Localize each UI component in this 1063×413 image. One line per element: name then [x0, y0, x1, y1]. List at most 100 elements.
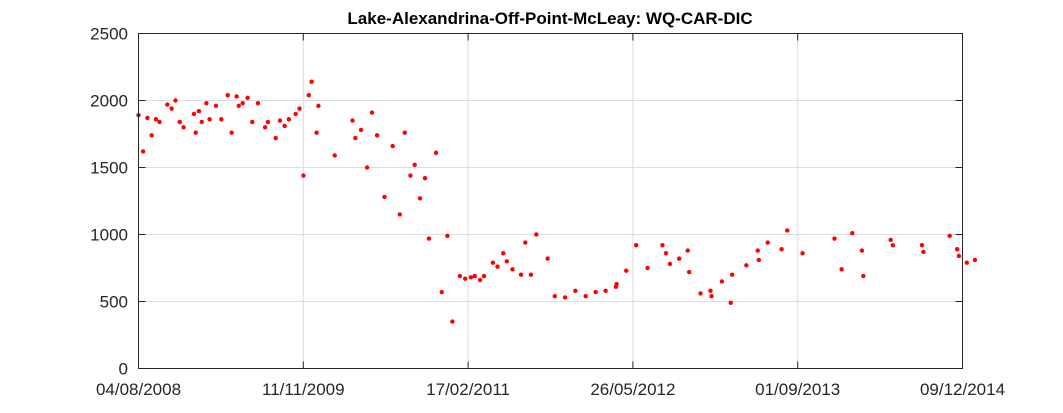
data-point: [552, 293, 557, 299]
data-point: [293, 111, 298, 117]
y-tick-label: 0: [119, 360, 128, 379]
data-point: [369, 110, 375, 115]
x-tick-label: 04/08/2008: [96, 380, 181, 399]
data-point: [744, 263, 749, 268]
grid: [138, 33, 963, 369]
data-point: [316, 103, 321, 109]
data-point: [583, 293, 588, 299]
data-point: [800, 251, 805, 256]
data-point: [859, 248, 865, 253]
data-point: [277, 118, 283, 123]
data-point: [207, 117, 212, 122]
data-point: [364, 165, 370, 170]
y-tick-label: 500: [100, 293, 128, 312]
data-point: [282, 123, 287, 129]
x-tick-label: 17/02/2011: [426, 380, 510, 399]
data-point: [839, 267, 844, 272]
data-point: [353, 135, 358, 141]
data-point: [422, 176, 428, 181]
x-tick-label: 26/05/2012: [590, 380, 675, 399]
data-point: [273, 135, 278, 141]
data-point: [433, 150, 439, 155]
data-point: [954, 247, 960, 252]
data-point: [457, 273, 463, 279]
data-point: [603, 288, 608, 293]
data-point: [374, 133, 380, 138]
data-point: [350, 118, 355, 123]
x-tick-label: 09/12/2014: [920, 380, 1005, 399]
data-point: [204, 100, 209, 106]
data-point: [199, 119, 204, 125]
data-point: [234, 94, 239, 99]
y-tick-label: 2000: [90, 92, 128, 111]
data-point: [173, 98, 178, 103]
data-point: [382, 194, 387, 200]
data-point: [445, 233, 450, 239]
data-point: [301, 173, 306, 178]
data-point: [450, 319, 455, 324]
data-point: [534, 232, 539, 237]
data-point: [196, 109, 202, 114]
data-point: [888, 237, 893, 243]
chart-title: Lake-Alexandrina-Off-Point-McLeay: WQ-CA…: [347, 9, 752, 28]
data-point: [472, 273, 477, 279]
data-point: [719, 279, 725, 284]
data-point: [265, 119, 271, 125]
y-tick-label: 1000: [90, 226, 128, 245]
data-point: [779, 247, 784, 252]
data-point: [624, 268, 629, 273]
data-point: [685, 248, 690, 253]
data-point: [495, 264, 500, 269]
data-point: [213, 103, 219, 109]
data-point: [728, 300, 733, 306]
data-point: [165, 102, 170, 107]
data-point: [412, 162, 417, 168]
data-point: [250, 119, 255, 125]
data-point: [562, 295, 568, 300]
y-tick-label: 1500: [90, 159, 128, 178]
data-point: [504, 259, 509, 264]
data-point: [468, 275, 474, 280]
data-point: [149, 133, 154, 138]
y-tick-label: 2500: [90, 25, 128, 44]
data-point: [861, 273, 866, 279]
data-point: [402, 130, 407, 135]
data-point: [528, 272, 534, 277]
x-tick-label: 01/09/2013: [755, 380, 840, 399]
data-point: [956, 253, 962, 259]
data-point: [645, 265, 650, 271]
data-point: [919, 243, 925, 248]
data-point: [177, 119, 182, 125]
data-point: [729, 272, 735, 277]
data-point: [518, 272, 524, 277]
data-point: [390, 143, 395, 149]
data-point: [832, 236, 837, 241]
plot-frame: [138, 33, 963, 369]
data-point: [523, 240, 528, 245]
data-point: [153, 117, 159, 122]
data-point: [756, 257, 762, 263]
data-point: [947, 233, 952, 239]
data-point: [255, 100, 261, 106]
data-point: [686, 269, 692, 275]
data-point: [462, 276, 468, 281]
data-point: [397, 212, 402, 217]
data-point: [850, 230, 855, 236]
data-point: [417, 196, 423, 201]
data-point: [426, 236, 432, 241]
data-point: [245, 95, 250, 101]
data-point: [501, 251, 506, 256]
data-point: [698, 291, 703, 296]
data-point: [676, 256, 682, 261]
data-point: [510, 267, 515, 272]
data-point: [236, 103, 241, 109]
data-point: [765, 240, 770, 245]
data-point: [490, 260, 496, 265]
data-point: [573, 288, 578, 293]
data-point: [157, 119, 162, 125]
data-point: [633, 243, 639, 248]
data-point: [169, 106, 174, 111]
data-point: [477, 277, 483, 283]
axis-ticks: 04/08/2008 11/11/2009 17/02/2011 26/05/2012…: [90, 25, 1005, 400]
data-point: [286, 117, 292, 122]
